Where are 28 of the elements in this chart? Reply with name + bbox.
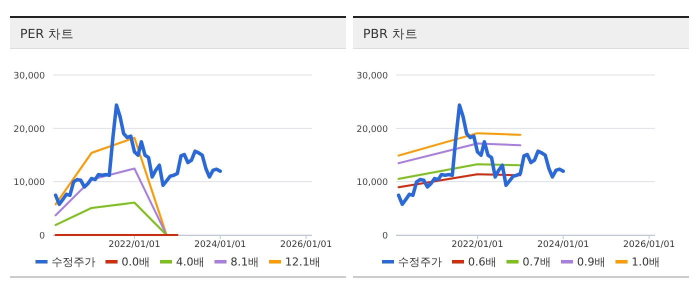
y-tick-label: 20,000 — [356, 124, 388, 135]
x-tick-label: 2022/01/01 — [452, 240, 504, 250]
legend-label: 1.0배 — [632, 256, 660, 268]
x-tick-label: 2026/01/01 — [623, 240, 676, 250]
x-tick-label: 2024/01/01 — [194, 240, 246, 250]
legend-label: 0.6배 — [468, 256, 496, 268]
legend-label: 0.7배 — [522, 256, 551, 268]
y-tick-label: 0 — [382, 232, 388, 242]
legend-label: 12.1배 — [285, 256, 320, 268]
y-tick-label: 10,000 — [14, 178, 46, 188]
chart-title: PBR 차트 — [363, 26, 418, 41]
chart-title: PER 차트 — [20, 26, 74, 41]
y-tick-label: 10,000 — [356, 178, 388, 188]
x-tick-label: 2022/01/01 — [108, 240, 160, 250]
line-series — [396, 103, 565, 206]
y-tick-label: 0 — [39, 232, 46, 242]
line-series — [54, 103, 222, 206]
y-tick-label: 30,000 — [14, 72, 46, 82]
legend-label: 8.1배 — [230, 256, 259, 268]
legend-label: 0.0배 — [122, 256, 150, 268]
x-tick-label: 2026/01/01 — [280, 240, 332, 250]
legend-label: 수정주가 — [398, 256, 442, 268]
legend-label: 4.0배 — [176, 256, 204, 268]
y-tick-label: 20,000 — [14, 124, 46, 135]
legend-label: 수정주가 — [52, 256, 96, 268]
legend-label: 0.9배 — [577, 256, 606, 268]
x-tick-label: 2024/01/01 — [537, 240, 590, 250]
y-tick-label: 30,000 — [356, 72, 388, 82]
